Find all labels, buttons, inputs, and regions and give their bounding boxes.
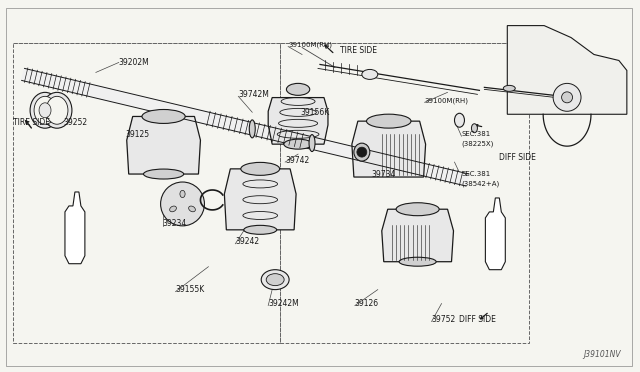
Text: 39734: 39734: [372, 170, 396, 179]
Ellipse shape: [472, 124, 477, 133]
Text: 39742: 39742: [285, 155, 309, 164]
Ellipse shape: [367, 114, 411, 128]
Ellipse shape: [46, 96, 68, 124]
Ellipse shape: [503, 86, 515, 92]
Text: TIRE SIDE: TIRE SIDE: [340, 46, 377, 55]
Ellipse shape: [34, 96, 56, 124]
Text: 39155K: 39155K: [175, 285, 205, 294]
Ellipse shape: [266, 274, 284, 286]
Ellipse shape: [362, 70, 378, 79]
Ellipse shape: [454, 113, 465, 127]
Ellipse shape: [170, 206, 177, 212]
Polygon shape: [225, 169, 296, 230]
Ellipse shape: [39, 103, 51, 118]
Ellipse shape: [30, 92, 60, 128]
Ellipse shape: [284, 139, 312, 149]
Text: 39234: 39234: [163, 219, 187, 228]
Polygon shape: [382, 209, 454, 262]
Text: J39101NV: J39101NV: [583, 350, 621, 359]
Text: SEC.381: SEC.381: [461, 131, 491, 137]
Polygon shape: [508, 26, 627, 114]
Text: 39100M(RH): 39100M(RH): [288, 41, 332, 48]
Text: DIFF SIDE: DIFF SIDE: [499, 153, 536, 161]
Ellipse shape: [261, 270, 289, 290]
Text: 39742M: 39742M: [238, 90, 269, 99]
Text: 39252: 39252: [63, 118, 87, 127]
Polygon shape: [65, 192, 85, 264]
Circle shape: [357, 147, 367, 157]
Circle shape: [561, 92, 573, 103]
Polygon shape: [352, 121, 426, 177]
Text: SEC.381: SEC.381: [461, 171, 491, 177]
Text: TIRE SIDE: TIRE SIDE: [13, 118, 50, 127]
Polygon shape: [22, 68, 469, 186]
Ellipse shape: [399, 257, 436, 266]
Text: 39242: 39242: [236, 237, 259, 246]
Text: 39242M: 39242M: [268, 299, 299, 308]
Ellipse shape: [396, 203, 439, 216]
Ellipse shape: [142, 109, 185, 124]
Ellipse shape: [244, 225, 276, 234]
Ellipse shape: [287, 83, 310, 95]
Text: (38225X): (38225X): [461, 141, 494, 147]
Ellipse shape: [354, 143, 370, 161]
Ellipse shape: [309, 135, 315, 151]
Circle shape: [553, 83, 581, 111]
Text: 39126: 39126: [355, 299, 379, 308]
Text: 39100M(RH): 39100M(RH): [424, 97, 468, 103]
Text: DIFF SIDE: DIFF SIDE: [460, 315, 497, 324]
Bar: [280, 42, 529, 343]
Ellipse shape: [241, 163, 280, 175]
Ellipse shape: [143, 169, 184, 179]
Text: 39156K: 39156K: [300, 108, 330, 117]
Text: 39125: 39125: [125, 130, 150, 139]
Circle shape: [161, 182, 204, 226]
Bar: [13, 42, 280, 343]
Text: 39202M: 39202M: [119, 58, 150, 67]
Text: 39752: 39752: [431, 315, 456, 324]
Ellipse shape: [249, 120, 255, 138]
Polygon shape: [485, 198, 506, 270]
Ellipse shape: [42, 92, 72, 128]
Polygon shape: [268, 97, 328, 144]
Ellipse shape: [189, 206, 195, 212]
Ellipse shape: [180, 190, 185, 198]
Text: (38542+A): (38542+A): [461, 181, 500, 187]
Polygon shape: [127, 116, 200, 174]
